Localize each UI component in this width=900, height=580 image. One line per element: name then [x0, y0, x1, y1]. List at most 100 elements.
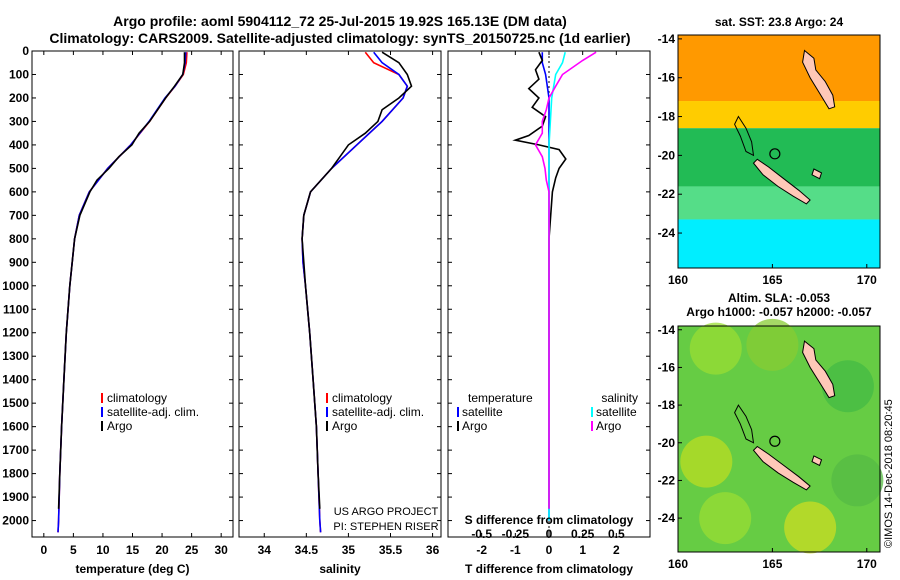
- sla-map: 160 165 170 -14 -16 -18 -20 -22 -24 Altim. SLA: -…: [658, 291, 884, 571]
- x-tick-label: 165: [762, 273, 782, 287]
- x-tick-label: 0: [40, 543, 47, 557]
- x-tick-label: 160: [668, 557, 688, 571]
- x-tick-label: 15: [126, 543, 140, 557]
- sst-band: [678, 219, 880, 268]
- secondary-tick-label: -0.5: [471, 527, 492, 541]
- project-credit: US ARGO PROJECT: [334, 506, 439, 518]
- series-line: [57, 52, 187, 533]
- legend-label: satellite-adj. clim.: [332, 405, 424, 419]
- sla-blob: [699, 492, 752, 545]
- legend-label: Argo: [462, 419, 488, 433]
- reef-outline: [734, 115, 755, 157]
- series-line: [534, 51, 597, 509]
- y-tick-label: -20: [658, 148, 676, 162]
- sla-blob: [784, 501, 837, 554]
- legend-label: Argo: [596, 419, 622, 433]
- map-title: sat. SST: 23.8 Argo: 24: [715, 15, 844, 29]
- y-tick-label: -24: [658, 511, 676, 525]
- x-axis-label: T difference from climatology: [465, 562, 633, 576]
- legend-label: satellite: [596, 405, 637, 419]
- y-tick-label: -24: [658, 226, 676, 240]
- y-tick-label: 0: [22, 44, 29, 58]
- map-frame: [677, 34, 881, 269]
- y-tick-label: 1200: [2, 326, 29, 340]
- y-tick-label: 1400: [2, 373, 29, 387]
- y-tick-label: 500: [9, 161, 29, 175]
- sst-map: 160 165 170 -14 -16 -18 -20 -22 -24 sat. SST: 23.…: [658, 15, 881, 287]
- salinity-panel: 34 34.5 35 35.5 36 salinity climatologysatelli…: [238, 50, 442, 576]
- x-tick-label: -1: [510, 543, 521, 557]
- sla-blob: [680, 435, 733, 488]
- y-tick-label: -18: [658, 110, 676, 124]
- y-tick-label: 1800: [2, 467, 29, 481]
- vanuatu-coast: [802, 340, 836, 399]
- sst-band: [678, 186, 880, 220]
- series-line: [57, 52, 188, 533]
- y-tick-label: -16: [658, 360, 676, 374]
- x-tick-label: 25: [185, 543, 199, 557]
- legend-label: Argo: [332, 419, 358, 433]
- difference-panel: -2 -1 0 1 2 T difference from climatology temp…: [447, 50, 651, 576]
- series-line: [301, 51, 413, 509]
- x-tick-label: 30: [214, 543, 228, 557]
- loyalty-islands-coast: [811, 168, 823, 180]
- plot-frame: [238, 50, 442, 538]
- x-tick-label: 165: [762, 557, 782, 571]
- y-tick-label: -20: [658, 436, 676, 450]
- x-tick-label: -2: [476, 543, 487, 557]
- new-caledonia-coast: [752, 158, 811, 205]
- vanuatu-coast: [802, 49, 836, 110]
- x-tick-label: 34: [258, 543, 272, 557]
- y-tick-label: 1100: [3, 302, 29, 316]
- map-title: Altim. SLA: -0.053: [728, 291, 830, 305]
- profile-marker: [769, 435, 781, 447]
- y-tick-label: 400: [9, 138, 29, 152]
- pi-credit: PI: STEPHEN RISER: [333, 521, 438, 533]
- y-tick-label: 300: [9, 114, 29, 128]
- y-tick-label: 200: [9, 91, 29, 105]
- map-frame: [677, 325, 881, 553]
- y-tick-label: 1500: [2, 396, 29, 410]
- legend-label: climatology: [332, 391, 392, 405]
- map-subtitle: Argo h1000: -0.057 h2000: -0.057: [686, 305, 872, 319]
- x-tick-label: 2: [613, 543, 620, 557]
- x-tick-label: 0: [546, 543, 553, 557]
- sst-band: [678, 101, 880, 129]
- y-tick-label: 1700: [2, 443, 29, 457]
- sla-blob: [689, 322, 742, 375]
- y-tick-label: 1000: [2, 279, 29, 293]
- legend-label: climatology: [107, 391, 167, 405]
- x-tick-label: 160: [668, 273, 688, 287]
- secondary-tick-label: 0.5: [608, 527, 625, 541]
- legend-label: satellite-adj. clim.: [107, 405, 199, 419]
- x-axis-label: salinity: [319, 562, 361, 576]
- profile-marker: [769, 148, 781, 160]
- y-tick-label: 2000: [2, 514, 29, 528]
- y-tick-label: 600: [9, 185, 29, 199]
- sla-blob: [821, 360, 874, 413]
- x-tick-label: 170: [857, 273, 877, 287]
- legend-label: Argo: [107, 419, 133, 433]
- imos-stamp: ©IMOS 14-Dec-2018 08:20:45: [883, 399, 895, 548]
- y-tick-label: -18: [658, 398, 676, 412]
- y-tick-label: 1600: [2, 420, 29, 434]
- x-tick-label: 34.5: [295, 543, 319, 557]
- reef-outline: [734, 404, 755, 444]
- x-tick-label: 36: [426, 543, 440, 557]
- secondary-axis-label: S difference from climatology: [465, 513, 634, 527]
- secondary-tick-label: 0: [546, 527, 553, 541]
- sla-blob: [746, 318, 799, 371]
- y-tick-label: 700: [9, 208, 29, 222]
- legend-title: salinity: [601, 391, 638, 405]
- y-tick-label: 800: [9, 232, 29, 246]
- y-tick-label: -14: [658, 32, 676, 46]
- x-tick-label: 1: [579, 543, 586, 557]
- y-tick-label: -14: [658, 323, 676, 337]
- y-tick-label: -16: [658, 71, 676, 85]
- title-line-2: Climatology: CARS2009. Satellite-adjuste…: [49, 30, 630, 46]
- legend-title: temperature: [468, 391, 533, 405]
- series-line: [57, 52, 186, 509]
- x-tick-label: 170: [857, 557, 877, 571]
- y-tick-label: -22: [658, 187, 676, 201]
- series-line: [512, 51, 567, 509]
